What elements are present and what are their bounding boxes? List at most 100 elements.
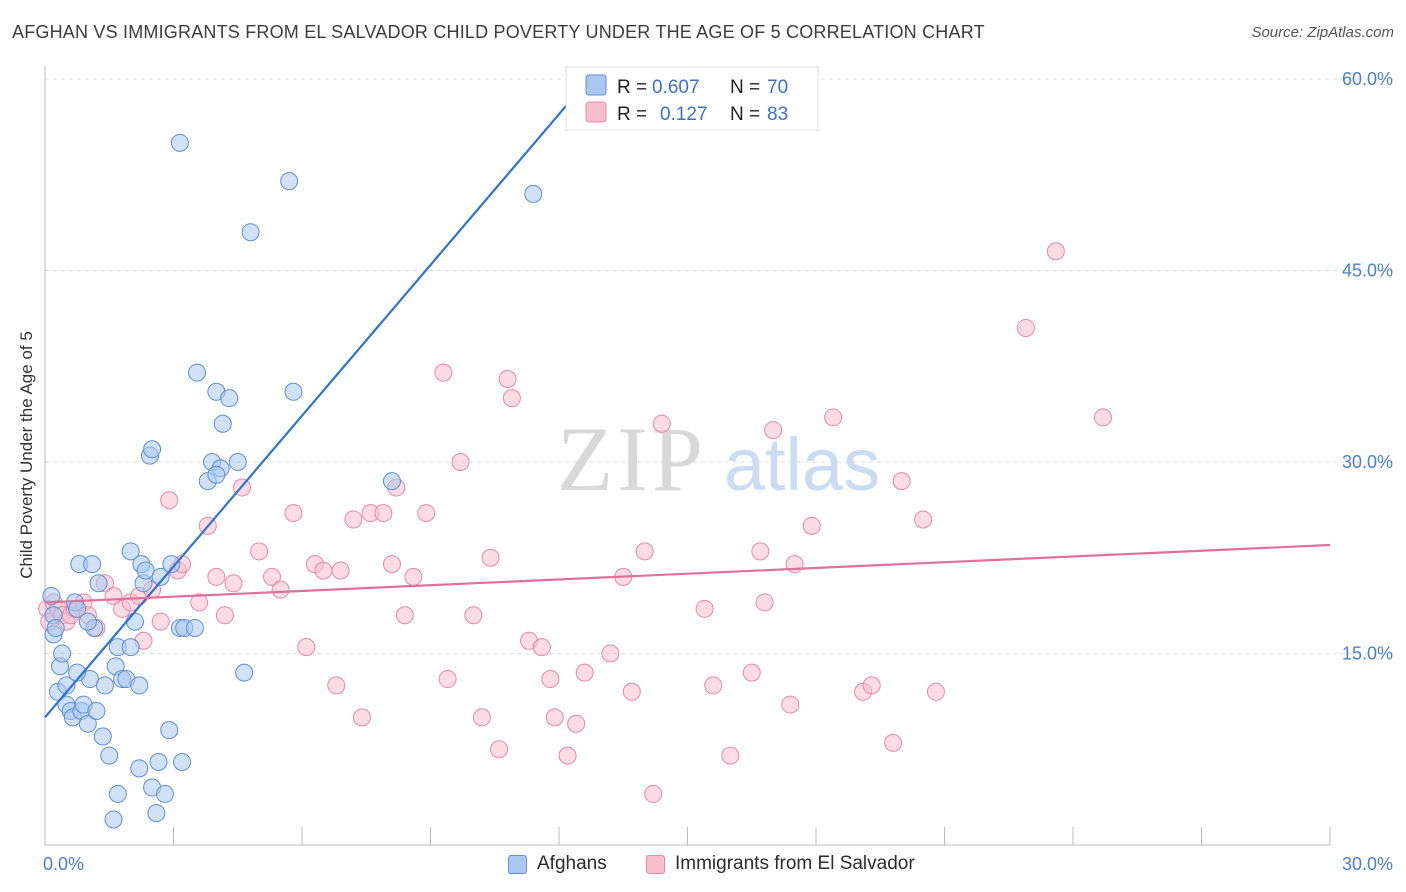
salvador-point — [558, 746, 577, 765]
salvador-point — [802, 516, 821, 535]
salvador-point — [344, 510, 363, 529]
salvador-point — [622, 682, 641, 701]
afghan-point — [241, 223, 260, 242]
afghan-point — [147, 804, 166, 823]
stats-n-label-salvador: N = — [730, 104, 760, 125]
salvador-point — [434, 363, 453, 382]
stats-n-label-afghan: N = — [730, 77, 760, 98]
afghan-point — [42, 587, 61, 606]
salvador-point — [352, 708, 371, 727]
afghan-point — [46, 618, 65, 637]
salvador-point — [824, 408, 843, 427]
legend-item-salvador: Immigrants from El Salvador — [646, 853, 915, 875]
watermark-atlas: atlas — [724, 423, 880, 506]
grid-lines — [45, 78, 1395, 654]
afghan-point — [89, 574, 108, 593]
trend-line-afghans — [44, 78, 590, 719]
afghan-point — [155, 784, 174, 803]
afghan-point — [170, 133, 189, 152]
salvador-point — [635, 542, 654, 561]
legend-label-salvador: Immigrants from El Salvador — [675, 853, 915, 874]
afghan-point — [524, 184, 543, 203]
y-tick-label: 60.0% — [1342, 69, 1393, 89]
salvador-point — [481, 548, 500, 567]
legend-swatch-salvador — [646, 854, 665, 874]
salvador-point — [160, 491, 179, 510]
legend-swatch-afghans — [508, 854, 527, 874]
stats-r-value-salvador: 0.127 — [660, 104, 708, 125]
salvador-point — [215, 606, 234, 625]
stats-box: R = 0.607 N = 70 R = 0.127 N = 83 — [565, 66, 819, 131]
salvador-point — [884, 733, 903, 752]
y-tick-label: 15.0% — [1342, 644, 1393, 664]
salvador-point — [490, 740, 509, 759]
salvador-point — [567, 714, 586, 733]
x-tick-label: 30.0% — [1342, 854, 1393, 874]
salvador-point — [331, 561, 350, 580]
afghan-point — [284, 382, 303, 401]
axes — [44, 66, 1331, 846]
salvador-point — [502, 389, 521, 408]
afghan-point — [162, 555, 181, 574]
afghan-point — [185, 618, 204, 637]
salvador-point — [532, 638, 551, 657]
afghan-point — [93, 727, 112, 746]
y-tick-label: 30.0% — [1342, 452, 1393, 472]
salvador-point — [151, 612, 170, 631]
afghan-point — [207, 465, 226, 484]
afghan-point — [100, 746, 119, 765]
stats-n-value-salvador: 83 — [767, 104, 788, 125]
salvador-point — [207, 567, 226, 586]
salvador-point — [327, 676, 346, 695]
afghan-point — [53, 644, 72, 663]
salvador-point — [271, 580, 290, 599]
salvador-point — [382, 555, 401, 574]
y-axis-label: Child Poverty Under the Age of 5 — [17, 331, 36, 579]
legend-label-afghans: Afghans — [537, 853, 607, 874]
afghan-point — [382, 472, 401, 491]
afghan-point — [235, 663, 254, 682]
salvador-point — [541, 670, 560, 689]
afghan-point — [78, 612, 97, 631]
x-tick-label: 0.0% — [43, 854, 84, 874]
salvador-point — [755, 593, 774, 612]
salvador-point — [1016, 318, 1035, 337]
chart-title: AFGHAN VS IMMIGRANTS FROM EL SALVADOR CH… — [12, 22, 985, 42]
afghan-point — [121, 638, 140, 657]
salvador-point — [451, 453, 470, 471]
salvador-point — [374, 504, 393, 523]
salvador-point — [764, 421, 783, 440]
stats-r-label-salvador: R = — [617, 104, 647, 125]
x-tick-labels: 0.0% 30.0% — [43, 854, 1393, 874]
afghan-point — [149, 753, 168, 772]
stats-r-label-afghan: R = — [617, 77, 647, 98]
salvador-point — [250, 542, 269, 561]
salvador-point — [601, 644, 620, 663]
afghan-point — [130, 759, 149, 778]
salvador-point — [545, 708, 564, 727]
afghan-point — [125, 612, 144, 631]
salvador-point — [704, 676, 723, 695]
series-salvador-points — [38, 242, 1112, 803]
series-afghan-points — [42, 133, 543, 829]
watermark-zip: ZIP — [557, 408, 707, 510]
salvador-point — [314, 561, 333, 580]
afghan-point — [151, 567, 170, 586]
afghan-point — [160, 721, 179, 740]
salvador-point — [1093, 408, 1112, 427]
salvador-point — [652, 414, 671, 433]
afghan-point — [143, 440, 162, 459]
afghan-point — [104, 810, 123, 829]
salvador-point — [395, 606, 414, 625]
salvador-point — [751, 542, 770, 561]
salvador-point — [417, 504, 436, 523]
salvador-point — [1046, 242, 1065, 261]
stats-swatch-afghan — [585, 74, 607, 96]
afghan-point — [173, 753, 192, 772]
salvador-point — [644, 784, 663, 803]
source-label: Source: ZipAtlas.com — [1251, 24, 1394, 41]
salvador-point — [284, 504, 303, 523]
salvador-point — [224, 574, 243, 593]
afghan-point — [188, 363, 207, 382]
